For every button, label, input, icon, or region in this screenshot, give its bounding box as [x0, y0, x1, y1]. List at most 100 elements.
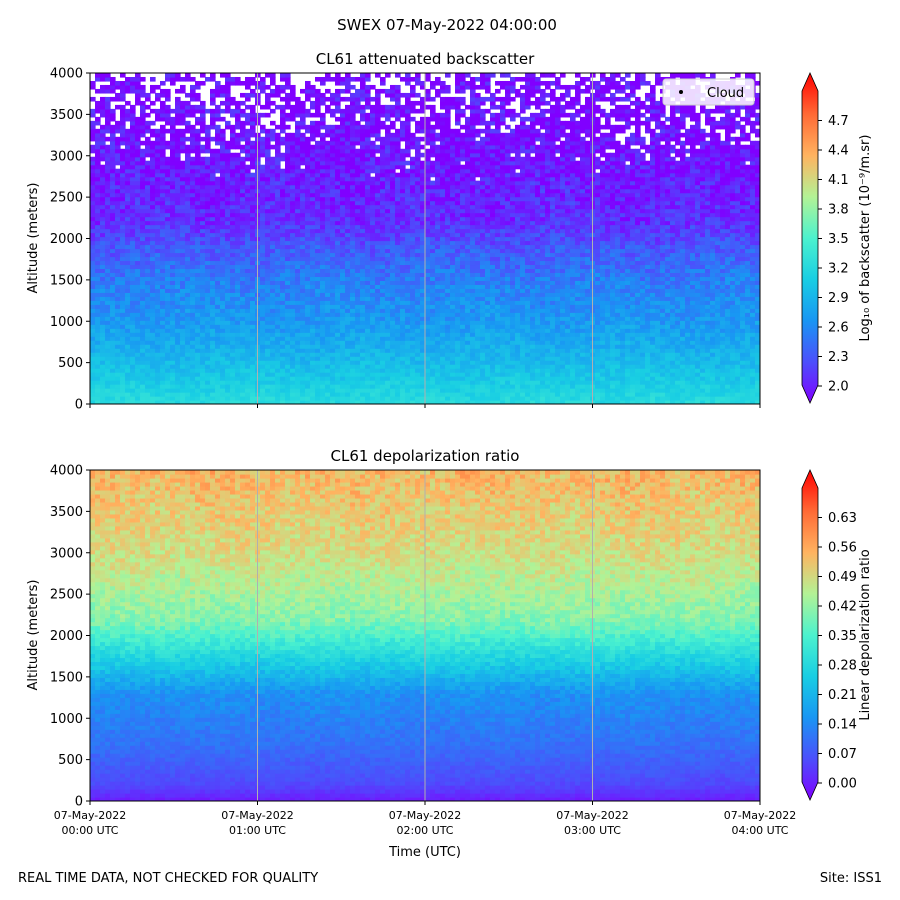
heatmap-cell — [430, 400, 436, 404]
heatmap-cell — [250, 312, 256, 317]
heatmap-cell — [510, 340, 516, 345]
heatmap-cell — [95, 356, 101, 361]
heatmap-cell — [390, 296, 396, 301]
heatmap-cell — [380, 308, 386, 313]
heatmap-cell — [675, 328, 681, 333]
heatmap-cell — [190, 276, 196, 281]
heatmap-cell — [200, 316, 206, 321]
heatmap-cell — [540, 320, 546, 325]
heatmap-cell — [165, 256, 171, 262]
heatmap-cell — [105, 300, 111, 305]
heatmap-cell — [705, 276, 711, 281]
heatmap-cell — [535, 340, 541, 345]
heatmap-cell — [385, 360, 391, 365]
heatmap-cell — [620, 316, 626, 321]
heatmap-cell — [540, 332, 546, 337]
heatmap-cell — [655, 324, 661, 329]
heatmap-cell — [275, 396, 281, 401]
heatmap-cell — [510, 352, 516, 357]
heatmap-cell — [285, 368, 291, 373]
heatmap-cell — [165, 280, 171, 285]
heatmap-cell — [355, 396, 361, 401]
heatmap-cell — [580, 264, 586, 270]
heatmap-cell — [445, 352, 451, 357]
heatmap-cell — [350, 380, 356, 385]
heatmap-cell — [405, 340, 411, 345]
heatmap-cell — [495, 300, 501, 305]
heatmap-cell — [700, 296, 706, 301]
heatmap-cell — [710, 288, 716, 293]
heatmap-cell — [90, 312, 96, 317]
heatmap-cell — [90, 340, 96, 345]
heatmap-cell — [605, 288, 611, 293]
heatmap-cell — [295, 316, 301, 321]
heatmap-cell — [335, 320, 341, 325]
heatmap-cell — [385, 272, 391, 277]
heatmap-cell — [385, 328, 391, 333]
heatmap-cell — [605, 300, 611, 305]
heatmap-cell — [380, 316, 386, 321]
heatmap-cell — [320, 332, 326, 337]
heatmap-cell — [105, 284, 111, 289]
heatmap-cell — [555, 336, 561, 341]
heatmap-cell — [630, 400, 636, 404]
heatmap-cell — [475, 388, 481, 393]
heatmap-cell — [270, 352, 276, 357]
heatmap-cell — [630, 268, 636, 273]
heatmap-cell — [620, 400, 626, 404]
heatmap-cell — [250, 388, 256, 393]
heatmap-cell — [520, 320, 526, 325]
heatmap-cell — [645, 284, 651, 289]
heatmap-cell — [485, 384, 491, 389]
heatmap-cell — [620, 324, 626, 329]
heatmap-cell — [425, 388, 431, 393]
heatmap-cell — [500, 396, 506, 401]
heatmap-cell — [515, 336, 521, 341]
heatmap-cell — [425, 352, 431, 357]
heatmap-cell — [115, 316, 121, 321]
heatmap-cell — [640, 388, 646, 393]
heatmap-cell — [545, 384, 551, 389]
heatmap-cell — [185, 368, 191, 373]
heatmap-cell — [200, 296, 206, 301]
heatmap-cell — [660, 344, 666, 349]
heatmap-cell — [690, 256, 696, 262]
heatmap-cell — [730, 280, 736, 285]
heatmap-cell — [385, 316, 391, 321]
heatmap-cell — [240, 276, 246, 281]
heatmap-cell — [605, 308, 611, 313]
heatmap-cell — [130, 280, 136, 285]
heatmap-cell — [325, 384, 331, 389]
heatmap-cell — [575, 316, 581, 321]
heatmap-cell — [710, 264, 716, 270]
heatmap-cell — [305, 396, 311, 401]
heatmap-cell — [420, 344, 426, 349]
heatmap-cell — [635, 284, 641, 289]
heatmap-cell — [420, 352, 426, 357]
heatmap-cell — [545, 260, 551, 266]
heatmap-cell — [465, 264, 471, 270]
heatmap-cell — [655, 280, 661, 285]
heatmap-cell — [665, 360, 671, 365]
heatmap-cell — [200, 332, 206, 337]
heatmap-cell — [470, 388, 476, 393]
heatmap-cell — [445, 344, 451, 349]
heatmap-cell — [540, 272, 546, 277]
heatmap-cell — [700, 324, 706, 329]
heatmap-cell — [705, 320, 711, 325]
heatmap-cell — [375, 304, 381, 309]
heatmap-cell — [125, 376, 131, 381]
heatmap-cell — [735, 280, 741, 285]
heatmap-cell — [530, 288, 536, 293]
heatmap-cell — [595, 276, 601, 281]
heatmap-cell — [430, 344, 436, 349]
heatmap-cell — [320, 316, 326, 321]
heatmap-cell — [375, 324, 381, 329]
heatmap-cell — [250, 280, 256, 285]
heatmap-cell — [310, 340, 316, 345]
heatmap-cell — [350, 336, 356, 341]
heatmap-cell — [660, 304, 666, 309]
heatmap-cell — [560, 344, 566, 349]
heatmap-cell — [565, 300, 571, 305]
heatmap-cell — [230, 268, 236, 273]
